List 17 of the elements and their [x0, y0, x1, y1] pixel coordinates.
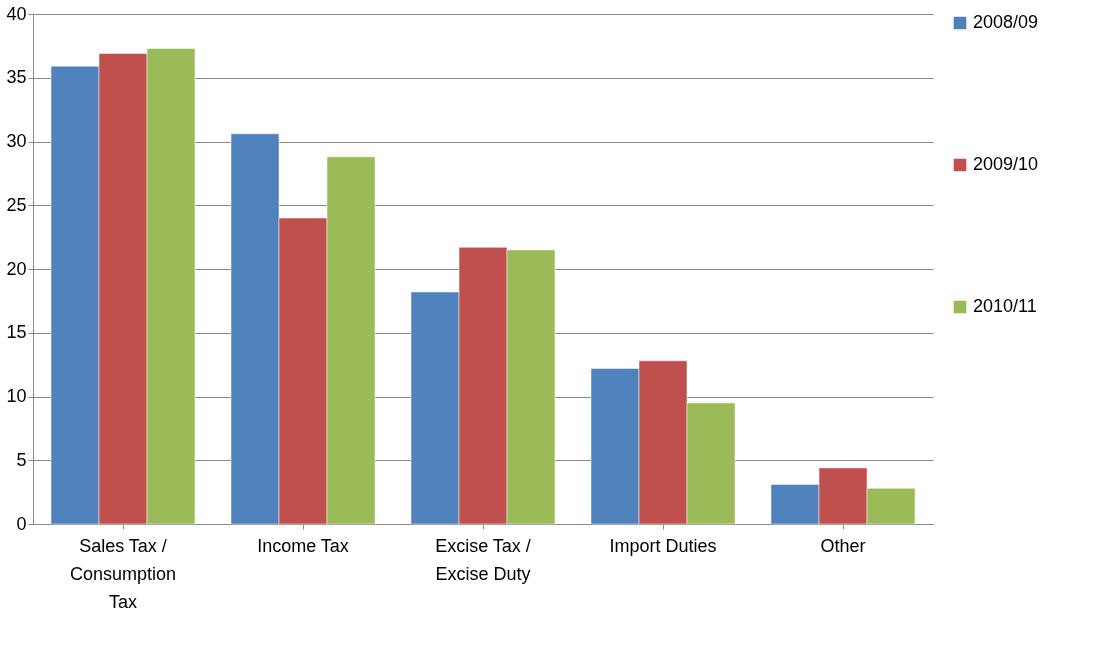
y-tick-label: 0 [16, 513, 27, 534]
x-tick-label: Other [820, 535, 866, 556]
legend-label: 2009/10 [973, 154, 1039, 174]
x-tick-label: Import Duties [609, 535, 717, 556]
x-tick-label: Excise Tax / Excise Duty [435, 535, 531, 584]
y-tick-label: 30 [6, 131, 27, 151]
legend-label: 2008/09 [973, 12, 1039, 32]
y-tick-label: 35 [6, 67, 27, 88]
y-tick-label: 5 [16, 449, 27, 470]
x-tick-label: Income Tax [257, 535, 349, 556]
x-tick-label: Sales Tax / Consumption Tax [69, 535, 177, 612]
y-tick-label: 20 [6, 258, 27, 279]
legend-label: 2010/11 [973, 296, 1037, 316]
y-tick-label: 25 [6, 194, 27, 215]
y-tick-label: 40 [6, 3, 27, 24]
y-tick-label: 15 [6, 322, 27, 343]
y-tick-label: 10 [6, 386, 27, 406]
